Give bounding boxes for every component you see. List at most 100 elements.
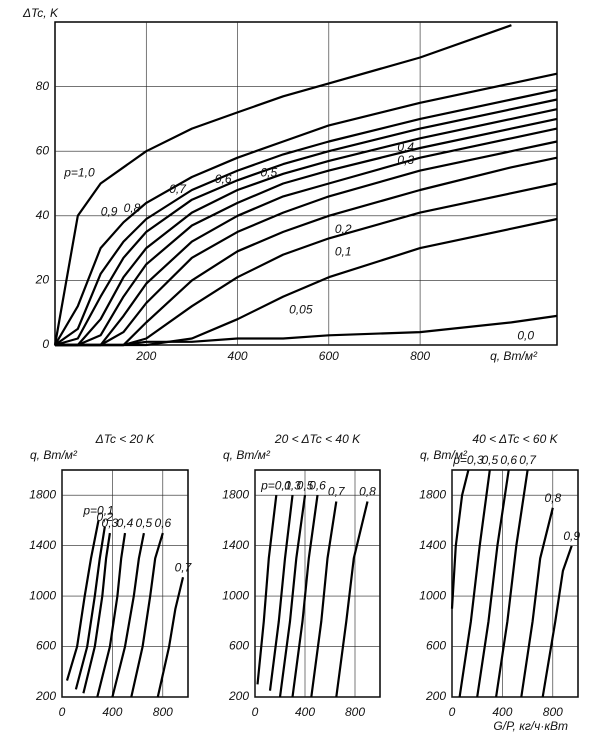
y-axis-label: q, Вт/м² — [223, 448, 271, 462]
series-label: 0,9 — [563, 529, 580, 543]
x-tick-label: 800 — [410, 349, 430, 363]
series-line — [96, 532, 127, 698]
series-label: p=0,3 — [452, 453, 484, 467]
y-tick-label: 1400 — [222, 538, 249, 552]
x-tick-label: 0 — [252, 705, 259, 719]
x-axis-label: q, Вт/м² — [490, 349, 538, 363]
x-tick-label: 400 — [295, 705, 315, 719]
series-label: 0,8 — [124, 201, 141, 215]
series-line — [55, 108, 558, 347]
series-label: 0,8 — [359, 485, 376, 499]
x-tick-label: 400 — [228, 349, 248, 363]
series-line — [55, 117, 558, 347]
series-label: 0,3 — [284, 478, 301, 492]
x-tick-label: 0 — [449, 705, 456, 719]
y-tick-label: 600 — [229, 639, 249, 653]
x-tick-label: 0 — [59, 705, 66, 719]
series-line — [256, 495, 278, 685]
series-label: 0,7 — [328, 485, 346, 499]
series-label: 0,1 — [335, 245, 352, 259]
series-line — [54, 72, 558, 346]
y-tick-label: 600 — [426, 639, 446, 653]
series-label: 0,4 — [117, 516, 134, 530]
y-tick-label: 200 — [425, 689, 446, 703]
y-tick-label: 200 — [35, 689, 56, 703]
series-label: 0,5 — [481, 453, 498, 467]
series-line — [458, 469, 491, 698]
series-label: 0,3 — [102, 516, 119, 530]
y-axis-label: q, Вт/м² — [30, 448, 78, 462]
series-label: 0,5 — [260, 166, 277, 180]
y-tick-label: 1400 — [29, 538, 56, 552]
series-line — [55, 314, 558, 347]
x-tick-label: 800 — [543, 705, 563, 719]
series-label: 0,6 — [215, 172, 232, 186]
x-tick-label: 600 — [319, 349, 339, 363]
series-label: 0,7 — [519, 453, 537, 467]
chart-title: ΔTc < 20 K — [95, 432, 156, 446]
x-tick-label: 400 — [492, 705, 512, 719]
series-label: 0,2 — [96, 510, 113, 524]
series-label: 0,7 — [175, 560, 193, 574]
series-label: 0,0 — [517, 329, 534, 343]
series-label: 0,7 — [169, 182, 187, 196]
series-line — [111, 532, 145, 698]
series-line — [53, 24, 512, 346]
y-tick-label: 80 — [36, 79, 50, 93]
y-tick-label: 1000 — [222, 588, 249, 602]
series-label: p=0,1 — [260, 478, 291, 492]
series-line — [54, 88, 558, 346]
series-line — [335, 501, 369, 698]
series-line — [54, 98, 558, 347]
series-line — [130, 532, 164, 698]
y-tick-label: 0 — [42, 337, 49, 351]
series-line — [450, 469, 470, 609]
x-tick-label: 400 — [102, 705, 122, 719]
series-label: 0,5 — [297, 478, 314, 492]
chart-title: 40 < ΔTc < 60 K — [472, 432, 558, 446]
series-line — [310, 501, 338, 698]
series-label: 0,3 — [397, 153, 414, 167]
series-line — [156, 576, 185, 698]
y-axis-label: ΔTc, K — [22, 6, 59, 20]
plot-frame — [61, 469, 189, 698]
y-axis-label: q, Вт/м² — [420, 448, 468, 462]
y-tick-label: 1400 — [419, 538, 446, 552]
y-tick-label: 200 — [228, 689, 249, 703]
series-label: 0,6 — [500, 453, 517, 467]
y-tick-label: 1800 — [222, 487, 249, 501]
series-label: 0,6 — [309, 478, 326, 492]
series-label: 0,8 — [544, 491, 561, 505]
series-label: p=0,1 — [82, 504, 113, 518]
series-line — [278, 495, 307, 698]
chart-title: 20 < ΔTc < 40 K — [274, 432, 361, 446]
plot-frame — [54, 21, 558, 346]
series-line — [291, 495, 319, 698]
y-tick-label: 1000 — [29, 588, 56, 602]
series-line — [74, 526, 106, 690]
y-tick-label: 40 — [36, 208, 50, 222]
y-tick-label: 1800 — [29, 487, 56, 501]
series-line — [495, 469, 529, 698]
series-line — [520, 507, 554, 698]
x-tick-label: 800 — [153, 705, 173, 719]
series-line — [65, 520, 100, 681]
series-label: 0,05 — [289, 303, 313, 317]
series-label: 0,4 — [397, 140, 414, 154]
x-tick-label: 200 — [135, 349, 156, 363]
y-tick-label: 20 — [35, 273, 50, 287]
series-line — [268, 495, 294, 691]
series-line — [476, 469, 510, 698]
x-axis-label: G/P, кг/ч·кВт — [493, 719, 568, 733]
series-label: p=1,0 — [63, 166, 95, 180]
y-tick-label: 60 — [36, 143, 50, 157]
series-label: 0,5 — [136, 516, 153, 530]
y-tick-label: 600 — [36, 639, 56, 653]
y-tick-label: 1800 — [419, 487, 446, 501]
series-line — [541, 545, 573, 698]
series-label: 0,6 — [154, 516, 171, 530]
series-label: 0,9 — [101, 204, 118, 218]
series-line — [82, 532, 111, 694]
y-tick-label: 1000 — [419, 588, 446, 602]
